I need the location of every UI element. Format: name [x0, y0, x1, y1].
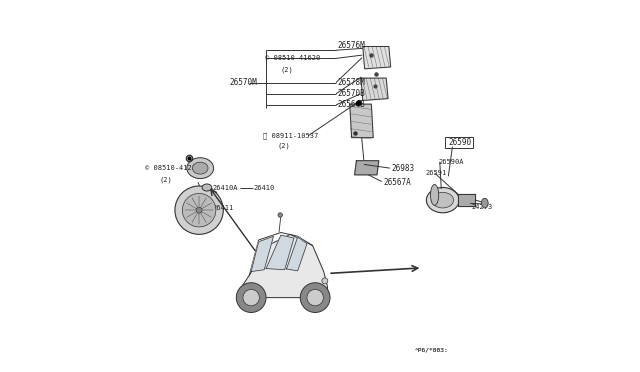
Text: 26570M: 26570M: [229, 78, 257, 87]
Polygon shape: [458, 194, 476, 206]
Text: 26410A: 26410A: [213, 185, 238, 191]
Circle shape: [196, 207, 202, 213]
Text: 26411: 26411: [213, 205, 234, 211]
Text: (2): (2): [277, 143, 290, 150]
Ellipse shape: [426, 187, 459, 213]
Text: ⓝ 08911-10537: ⓝ 08911-10537: [264, 132, 319, 139]
Polygon shape: [355, 161, 379, 175]
Ellipse shape: [481, 198, 488, 208]
Circle shape: [307, 289, 323, 306]
Text: ^P6/*003:: ^P6/*003:: [415, 347, 449, 352]
Text: 26567A: 26567A: [383, 178, 411, 187]
Text: 26576M: 26576M: [338, 41, 365, 50]
Text: ^P6/*003:: ^P6/*003:: [415, 347, 449, 352]
Polygon shape: [363, 46, 390, 69]
Text: 26578M: 26578M: [338, 78, 365, 87]
Ellipse shape: [193, 162, 208, 174]
Ellipse shape: [432, 192, 454, 208]
Text: 26410: 26410: [254, 185, 275, 191]
Polygon shape: [266, 235, 294, 270]
Text: 26590: 26590: [449, 138, 472, 147]
Text: 26983: 26983: [392, 164, 415, 173]
Polygon shape: [349, 104, 373, 138]
Polygon shape: [287, 237, 307, 271]
Circle shape: [278, 213, 282, 217]
Text: 26570B: 26570B: [338, 89, 365, 98]
Polygon shape: [242, 234, 328, 298]
Circle shape: [182, 193, 216, 227]
Text: © 08510-41212: © 08510-41212: [145, 165, 200, 171]
Text: 26590A: 26590A: [438, 159, 464, 165]
Text: 24273: 24273: [472, 204, 493, 210]
Text: © 08510-41620: © 08510-41620: [265, 55, 320, 61]
Polygon shape: [361, 78, 388, 100]
Ellipse shape: [187, 158, 214, 179]
Ellipse shape: [202, 184, 212, 191]
Text: 26564B: 26564B: [338, 100, 365, 109]
Text: 26591: 26591: [425, 170, 447, 176]
Circle shape: [300, 283, 330, 312]
Polygon shape: [251, 236, 273, 272]
Text: (2): (2): [280, 66, 293, 73]
Ellipse shape: [431, 185, 438, 205]
Text: (2): (2): [159, 176, 172, 183]
Circle shape: [175, 186, 223, 234]
Circle shape: [236, 283, 266, 312]
Circle shape: [322, 278, 328, 284]
Circle shape: [243, 289, 259, 306]
